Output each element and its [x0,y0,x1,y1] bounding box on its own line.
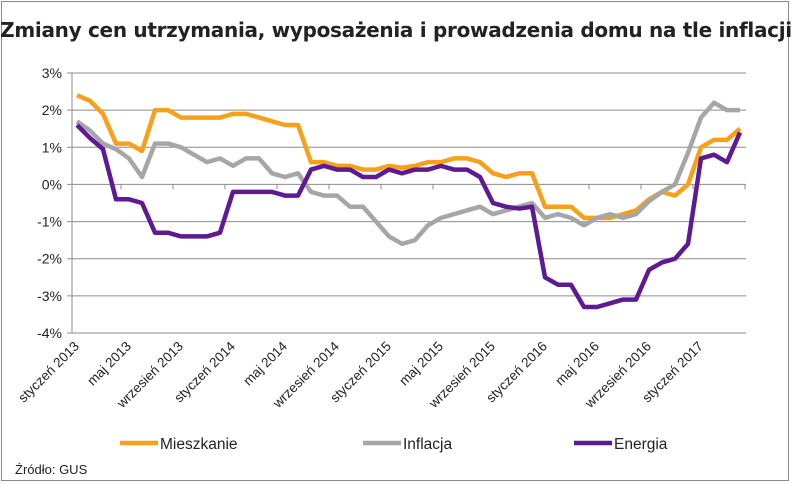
x-tick-label: maj 2014 [240,338,290,388]
chart-title: Zmiany cen utrzymania, wyposażenia i pro… [0,18,792,42]
y-tick-label: -3% [37,288,62,304]
y-tick-label: 2% [42,102,62,118]
series-line-mieszkanie [76,93,742,221]
x-tick-label: maj 2015 [396,339,446,389]
series-line-inflacja [75,100,740,247]
y-tick-label: 0% [42,176,62,192]
source-note: Źródło: GUS [15,462,88,477]
y-tick-label: -1% [37,214,62,230]
y-tick-label: -4% [37,325,62,341]
legend-label-mieszkanie: Mieszkanie [160,436,238,453]
series-line-energia [75,123,743,310]
legend-label-inflacja: Inflacja [403,436,452,453]
x-tick-label: maj 2016 [552,339,602,389]
x-tick-label: styczeń 2013 [15,339,82,406]
x-tick-label: maj 2013 [84,339,134,389]
legend-label-energia: Energia [614,436,668,453]
y-tick-label: 1% [42,139,62,155]
y-tick-label: 3% [42,65,62,81]
y-tick-label: -2% [37,251,62,267]
